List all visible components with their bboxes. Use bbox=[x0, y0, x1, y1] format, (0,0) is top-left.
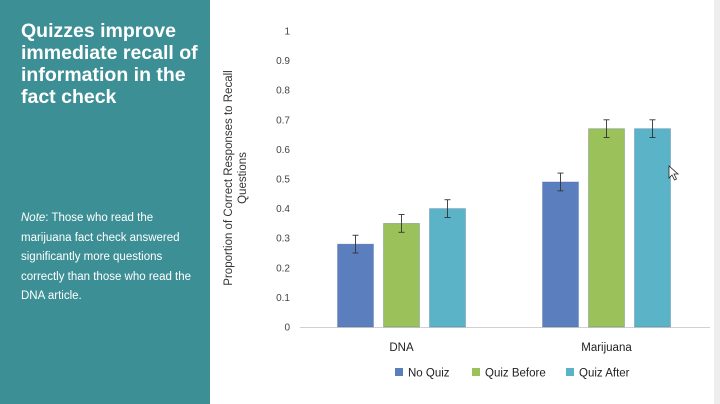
window-edge bbox=[714, 0, 720, 404]
y-axis-title-line: Proportion of Correct Responses to Recal… bbox=[223, 70, 235, 285]
note-text: : Those who read the marijuana fact chec… bbox=[21, 212, 192, 302]
y-tick-label: 0.6 bbox=[276, 145, 290, 156]
note-label: Note bbox=[21, 212, 46, 224]
legend-label: No Quiz bbox=[408, 368, 450, 380]
mouse-cursor-icon bbox=[668, 165, 680, 181]
y-tick-label: 0.9 bbox=[276, 56, 290, 67]
bar-no-quiz bbox=[337, 243, 374, 328]
y-tick-label: 1 bbox=[284, 27, 290, 38]
bar-quiz-before bbox=[588, 128, 625, 328]
title-panel: Quizzes improve immediate recall of info… bbox=[0, 0, 210, 404]
bar-no-quiz bbox=[542, 181, 579, 328]
x-category-label: Marijuana bbox=[581, 342, 632, 354]
bar-quiz-after bbox=[429, 208, 466, 328]
y-tick-label: 0.5 bbox=[276, 175, 290, 186]
slide-note: Note: Those who read the marijuana fact … bbox=[21, 209, 201, 307]
legend-swatch bbox=[395, 368, 403, 376]
y-tick-label: 0.7 bbox=[276, 115, 290, 126]
slide-title: Quizzes improve immediate recall of info… bbox=[21, 20, 198, 108]
y-tick-label: 0.1 bbox=[276, 293, 290, 304]
x-category-label: DNA bbox=[389, 342, 414, 354]
bar-quiz-after bbox=[634, 128, 671, 328]
y-tick-label: 0.4 bbox=[276, 204, 290, 215]
y-axis-title-line: Questions bbox=[237, 152, 249, 204]
legend-swatch bbox=[566, 368, 574, 376]
legend-label: Quiz After bbox=[579, 368, 630, 380]
legend-label: Quiz Before bbox=[485, 368, 546, 380]
y-tick-label: 0.2 bbox=[276, 263, 290, 274]
y-tick-label: 0 bbox=[284, 323, 290, 334]
bar-quiz-before bbox=[383, 222, 420, 328]
y-axis-title: Proportion of Correct Responses to Recal… bbox=[223, 70, 249, 285]
y-tick-label: 0.3 bbox=[276, 234, 290, 245]
y-tick-label: 0.8 bbox=[276, 86, 290, 97]
legend-swatch bbox=[472, 368, 480, 376]
bar-chart: 0 0.1 0.2 0.3 0.4 0.5 0.6 0.7 0.8 0.9 1 Proportion … bbox=[223, 27, 710, 380]
